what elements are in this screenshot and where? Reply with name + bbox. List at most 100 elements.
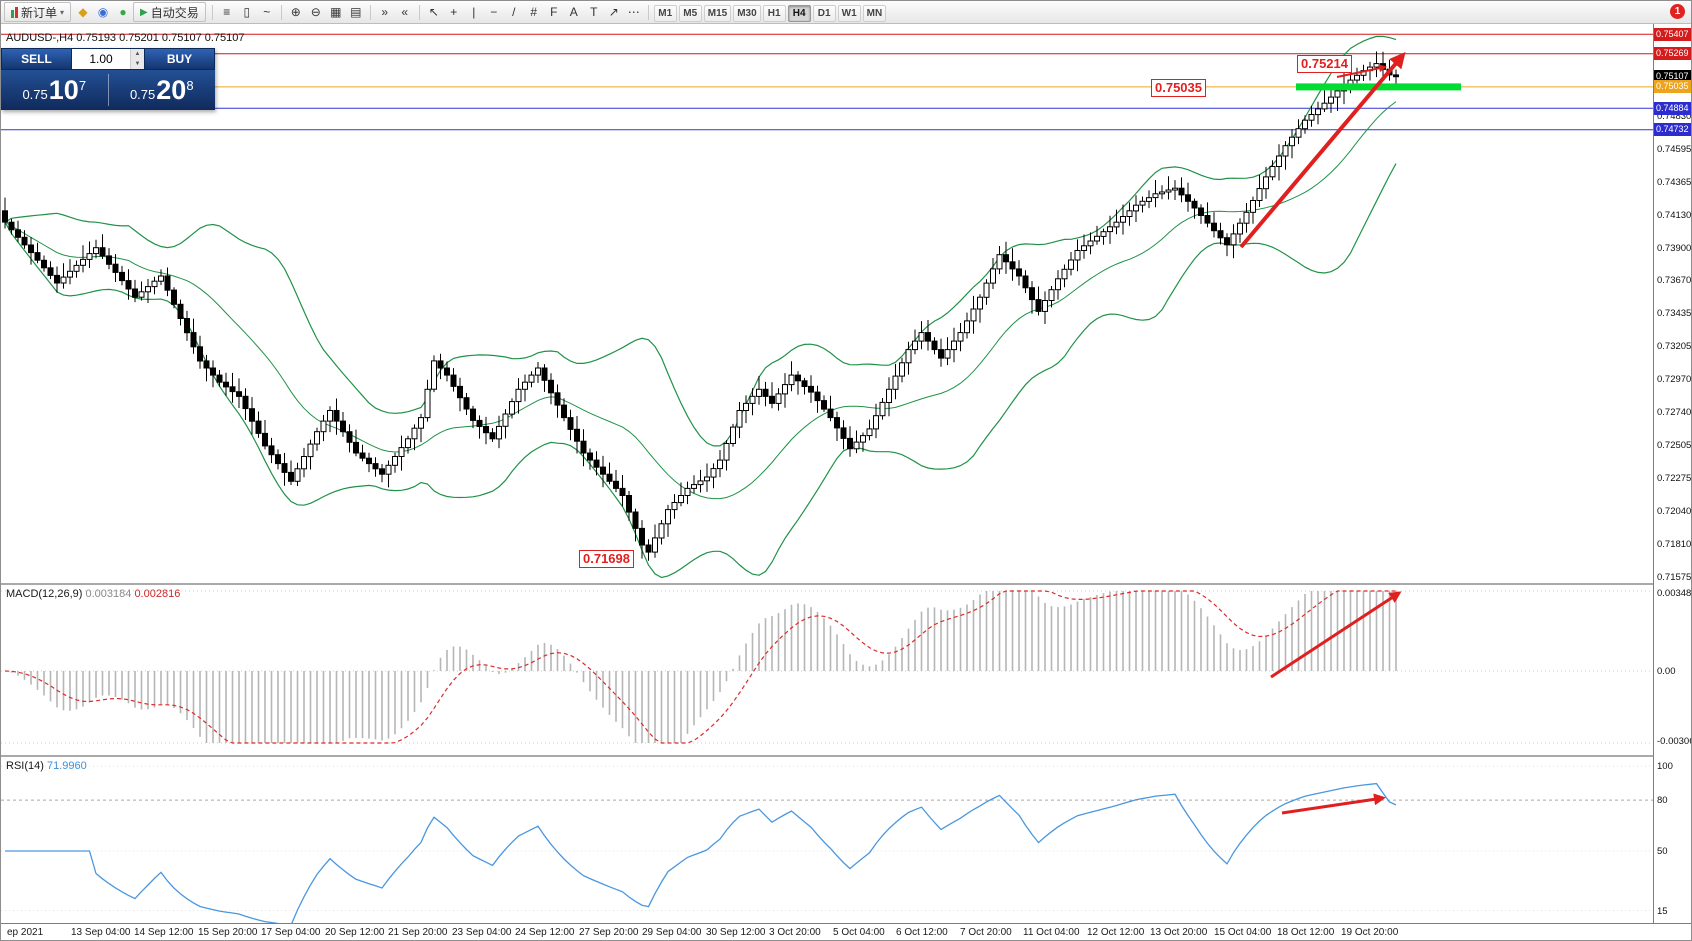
- candle: [86, 253, 93, 260]
- candle: [340, 420, 346, 433]
- script-icon[interactable]: ●: [113, 2, 133, 22]
- candlestick-chart-icon[interactable]: ▯: [237, 2, 257, 22]
- new-order-label: 新订单: [21, 5, 58, 20]
- volume-decrease-button[interactable]: ▼: [131, 59, 144, 69]
- candle: [632, 511, 639, 529]
- chart-list-icon[interactable]: ▤: [346, 2, 366, 22]
- macd-tick: 0.003481: [1657, 588, 1692, 599]
- time-label: 7 Oct 20:00: [960, 927, 1012, 938]
- candle: [580, 440, 587, 454]
- sell-price-point: 7: [78, 78, 87, 93]
- symbols-icon[interactable]: ◆: [73, 2, 93, 22]
- timeframe-m15[interactable]: M15: [703, 4, 732, 22]
- line-chart-icon[interactable]: ~: [257, 2, 277, 22]
- trend-arrow[interactable]: [1239, 51, 1406, 249]
- candle: [1321, 102, 1328, 110]
- time-label: 12 Oct 12:00: [1087, 927, 1145, 938]
- breakout-price-label[interactable]: 0.75035: [1151, 79, 1206, 97]
- chart-shift-icon: «: [401, 5, 409, 19]
- vertical-line-icon[interactable]: |: [464, 2, 484, 22]
- more-tools-icon[interactable]: ⋯: [624, 2, 644, 22]
- price-tick: 0.74830: [1657, 111, 1692, 122]
- price-chart-canvas[interactable]: [1, 23, 1653, 583]
- time-axis[interactable]: ep 2021 13 Sep 04:00 14 Sep 12:00 15 Sep 20…: [1, 923, 1691, 940]
- label-icon[interactable]: T: [584, 2, 604, 22]
- candle: [431, 360, 437, 390]
- autotrade-label: 自动交易: [150, 5, 199, 20]
- candle: [171, 289, 177, 305]
- candle: [1126, 210, 1133, 218]
- candle: [125, 280, 132, 290]
- crosshair-icon[interactable]: +: [444, 2, 464, 22]
- macd-tick: -0.003067: [1657, 736, 1691, 747]
- buy-price-point: 8: [186, 78, 194, 93]
- timeframe-m30[interactable]: M30: [733, 4, 761, 22]
- swing-low-price-label[interactable]: 0.71698: [579, 550, 634, 568]
- volume-input[interactable]: [72, 49, 130, 69]
- volume-increase-button[interactable]: ▲: [131, 49, 144, 59]
- candle: [99, 247, 106, 257]
- candle: [145, 286, 151, 293]
- timeframe-h4[interactable]: H4: [787, 4, 811, 22]
- price-axis[interactable]: 0.74830 0.74595 0.74365 0.74130 0.73900 0.736…: [1653, 23, 1692, 923]
- candle: [1393, 74, 1399, 78]
- resistance-price-label[interactable]: 0.75214: [1297, 55, 1352, 73]
- text-icon[interactable]: A: [564, 2, 584, 22]
- candle: [1009, 261, 1016, 270]
- auto-scroll-icon[interactable]: »: [375, 2, 395, 22]
- new-order-button[interactable]: 新订单 ▾: [4, 2, 72, 22]
- timeframe-m1[interactable]: M1: [653, 4, 677, 22]
- candle: [1256, 188, 1263, 202]
- time-label: 6 Oct 12:00: [896, 927, 948, 938]
- macd-canvas[interactable]: [1, 585, 1653, 755]
- zoom-out-icon[interactable]: ⊖: [306, 2, 326, 22]
- timeframe-m5[interactable]: M5: [678, 4, 702, 22]
- candle: [639, 527, 645, 546]
- time-label: 24 Sep 12:00: [515, 927, 575, 938]
- label-icon: T: [590, 5, 598, 19]
- trend-arrow[interactable]: [1270, 591, 1402, 679]
- new-order-icon: [11, 6, 18, 18]
- zoom-in-icon[interactable]: ⊕: [286, 2, 306, 22]
- candle: [1022, 275, 1029, 289]
- notification-badge[interactable]: 1: [1670, 4, 1685, 19]
- fibonacci-icon[interactable]: F: [544, 2, 564, 22]
- candle: [684, 487, 691, 496]
- candle: [1282, 145, 1289, 157]
- main-toolbar: 新订单 ▾ ◆ ◉ ● ▶ 自动交易 ≡ ▯ ~ ⊕ ⊖ ▦ ▤ » « ↖ + | − / # F A T ↗ ⋯…: [1, 1, 1691, 24]
- timeframe-d1[interactable]: D1: [812, 4, 836, 22]
- timeframe-h1[interactable]: H1: [762, 4, 786, 22]
- candle: [626, 495, 632, 513]
- candle: [1198, 207, 1204, 216]
- rsi-canvas[interactable]: [1, 757, 1653, 923]
- sell-button[interactable]: SELL: [1, 48, 72, 70]
- candle: [561, 404, 567, 419]
- zoom-in-icon: ⊕: [290, 5, 301, 19]
- candle: [704, 476, 710, 482]
- tile-windows-icon[interactable]: ▦: [326, 2, 346, 22]
- buy-button[interactable]: BUY: [144, 48, 215, 70]
- price-chart-panel: AUDUSD-,H4 0.75193 0.75201 0.75107 0.751…: [1, 23, 1653, 585]
- candle: [93, 247, 99, 255]
- timeframe-mn[interactable]: MN: [862, 4, 887, 22]
- timeframe-w1[interactable]: W1: [837, 4, 861, 22]
- candle: [1263, 176, 1269, 190]
- marketwatch-icon[interactable]: ◉: [93, 2, 113, 22]
- autotrade-button[interactable]: ▶ 自动交易: [133, 2, 206, 22]
- candle: [1107, 226, 1113, 233]
- channel-icon[interactable]: #: [524, 2, 544, 22]
- arrow-object-icon[interactable]: ↗: [604, 2, 624, 22]
- chart-shift-icon[interactable]: «: [395, 2, 415, 22]
- candle: [1087, 240, 1094, 247]
- trendline-icon[interactable]: /: [504, 2, 524, 22]
- cursor-icon[interactable]: ↖: [424, 2, 444, 22]
- candle: [366, 457, 372, 465]
- candle: [301, 456, 307, 470]
- symbols-icon: ◆: [78, 5, 88, 19]
- trend-arrow[interactable]: [1281, 793, 1386, 815]
- rsi-tick: 100: [1657, 761, 1673, 772]
- trend-arrow[interactable]: [1336, 64, 1387, 78]
- horizontal-line-icon[interactable]: −: [484, 2, 504, 22]
- candle: [242, 395, 249, 410]
- bar-chart-icon[interactable]: ≡: [217, 2, 237, 22]
